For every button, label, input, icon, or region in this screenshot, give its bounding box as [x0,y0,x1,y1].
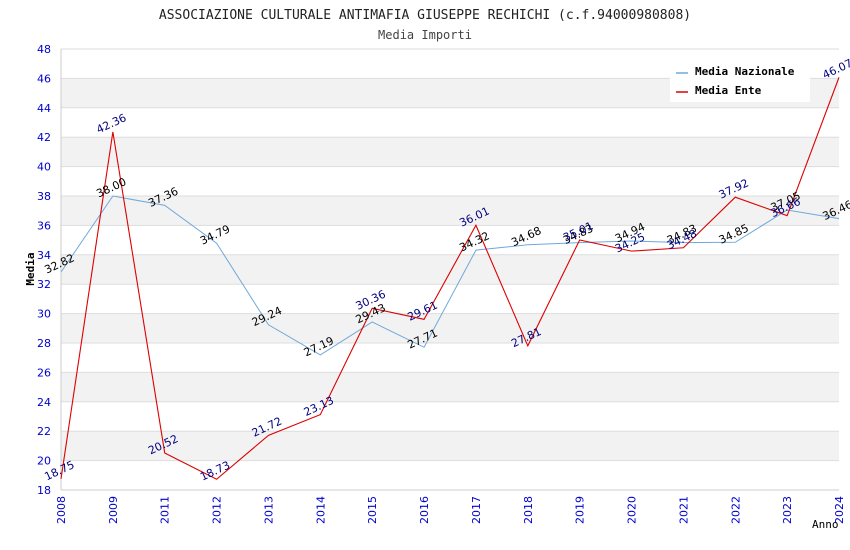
chart-title: ASSOCIAZIONE CULTURALE ANTIMAFIA GIUSEPP… [159,8,691,23]
grid-band [61,254,839,285]
y-axis-title: Media [24,252,37,285]
data-label: 42.36 [94,111,128,136]
y-tick-label: 44 [37,102,51,115]
x-tick-labels: 2008 2009 2011 2012 2013 2014 2015 2016 2017 2018… [55,496,846,524]
x-tick-label: 2023 [781,496,794,524]
y-tick-label: 18 [37,484,51,497]
legend: Media Nazionale Media Ente [670,60,810,102]
grid-band [61,137,839,167]
x-tick-label: 2011 [159,496,172,524]
grid-band [61,196,839,226]
x-tick-label: 2022 [729,496,742,524]
x-tick-label: 2017 [470,496,483,524]
series-line-media-ente [60,77,840,480]
y-tick-label: 48 [37,43,51,56]
x-tick-label: 2019 [574,496,587,524]
y-tick-label: 36 [37,219,51,232]
legend-label-media-nazionale: Media Nazionale [695,65,795,78]
legend-label-media-ente: Media Ente [695,84,762,97]
x-tick-label: 2015 [366,496,379,524]
x-tick-label: 2009 [107,496,120,524]
x-tick-label: 2014 [314,496,327,524]
grid-band [61,372,839,402]
x-tick-label: 2021 [677,496,690,524]
grid-band [61,313,839,343]
y-tick-label: 20 [37,455,51,468]
y-tick-label: 42 [37,131,51,144]
grid-lines [61,48,839,491]
series-line-media-nazionale [60,195,840,356]
grid-band [61,431,839,461]
y-tick-labels: 18 20 22 24 26 28 30 32 34 36 38 40 42 44 46 48 [37,43,51,497]
x-axis-title: Anno [812,518,839,531]
x-tick-label: 2024 [833,496,846,524]
x-tick-label: 2008 [55,496,68,524]
y-tick-label: 30 [37,308,51,321]
y-tick-label: 26 [37,366,51,379]
chart-subtitle: Media Importi [378,28,472,42]
y-tick-label: 46 [37,72,51,85]
y-tick-label: 40 [37,161,51,174]
x-tick-label: 2013 [262,496,275,524]
y-tick-label: 38 [37,190,51,203]
x-tick-label: 2012 [211,496,224,524]
x-tick-label: 2016 [418,496,431,524]
y-tick-label: 24 [37,396,51,409]
series-lines [60,77,840,480]
data-label: 34.79 [198,222,232,247]
x-tick-label: 2020 [626,496,639,524]
y-tick-label: 22 [37,425,51,438]
grid-bands [61,78,839,461]
data-label: 18.73 [198,459,232,484]
x-tick-label: 2018 [522,496,535,524]
y-tick-label: 34 [37,249,51,262]
legend-box [670,60,810,102]
y-tick-label: 32 [37,278,51,291]
y-tick-label: 28 [37,337,51,350]
